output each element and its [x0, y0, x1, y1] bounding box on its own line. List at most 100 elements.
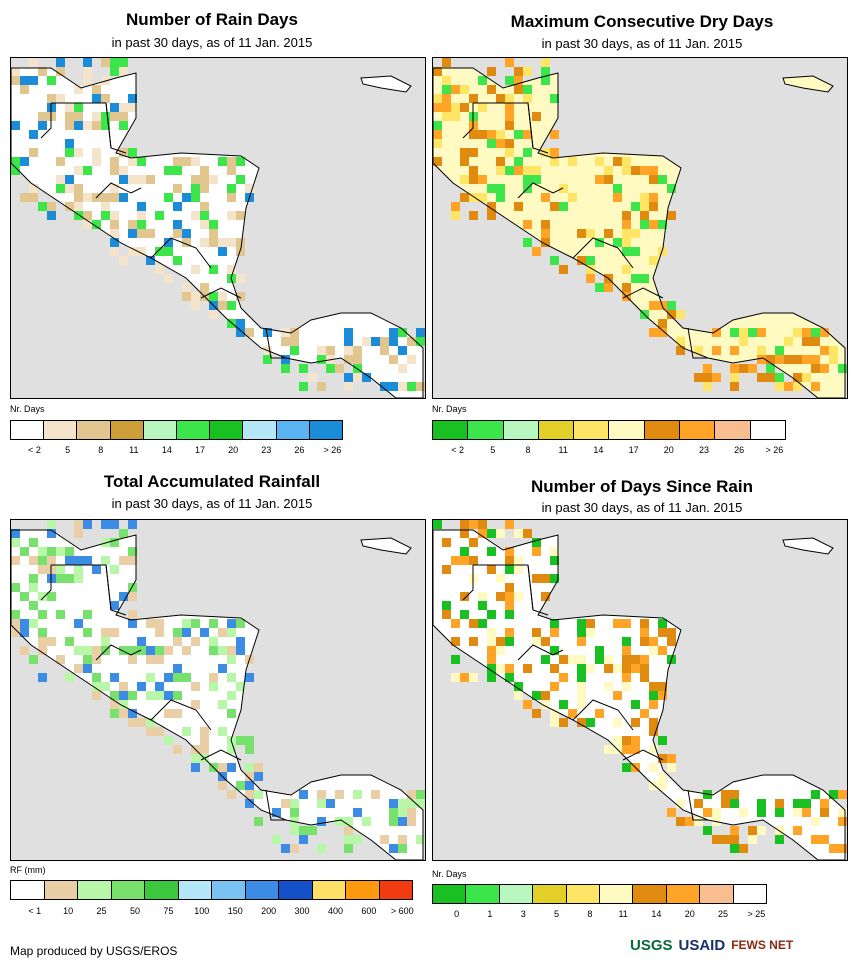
raster-cell [478, 529, 487, 538]
raster-cell [451, 202, 460, 211]
raster-cell [622, 247, 631, 256]
raster-cell [281, 337, 290, 346]
raster-cell [353, 355, 362, 364]
island-area [361, 76, 411, 92]
raster-cell [29, 574, 38, 583]
raster-cell [613, 184, 622, 193]
raster-cell [389, 799, 398, 808]
raster-cell [811, 382, 820, 391]
raster-cell [38, 673, 47, 682]
raster-cell [110, 565, 119, 574]
raster-cell [227, 265, 236, 274]
raster-cell [101, 628, 110, 637]
legend-swatch [279, 881, 313, 899]
legend-swatch [276, 421, 310, 439]
raster-cell [514, 529, 523, 538]
raster-cell [128, 610, 137, 619]
raster-cell [667, 754, 676, 763]
raster-cell [442, 103, 451, 112]
raster-cell [137, 718, 146, 727]
raster-cell [110, 601, 119, 610]
raster-cell [218, 301, 227, 310]
raster-cell [478, 193, 487, 202]
raster-cell [532, 628, 541, 637]
legend-tick-label: 3 [520, 909, 526, 919]
raster-cell [505, 112, 514, 121]
raster-cell [200, 184, 209, 193]
raster-cell [451, 619, 460, 628]
raster-cell [245, 772, 254, 781]
raster-cell [595, 175, 604, 184]
legend-tick-label: 20 [663, 445, 674, 455]
raster-cell [460, 85, 469, 94]
raster-cell [721, 799, 730, 808]
raster-cell [398, 382, 407, 391]
raster-cell [200, 628, 209, 637]
legend-bar [432, 884, 767, 904]
raster-cell [110, 247, 119, 256]
raster-cell [182, 628, 191, 637]
raster-cell [83, 520, 92, 529]
raster-cell [460, 592, 469, 601]
legend-swatch [44, 881, 78, 899]
raster-cell [631, 202, 640, 211]
raster-cell [11, 76, 20, 85]
raster-cell [820, 799, 829, 808]
raster-cell [20, 76, 29, 85]
raster-cell [236, 211, 245, 220]
raster-cell [514, 202, 523, 211]
legend-tick-label: 17 [628, 445, 639, 455]
raster-cell [110, 220, 119, 229]
legend-tick-label: > 600 [390, 906, 414, 916]
raster-cell [478, 76, 487, 85]
raster-cell [29, 619, 38, 628]
raster-cell [227, 790, 236, 799]
raster-cell [128, 220, 137, 229]
raster-cell [335, 364, 344, 373]
raster-cell [532, 691, 541, 700]
raster-cell [757, 328, 766, 337]
legend-tick-label: 11 [618, 909, 628, 919]
raster-cell [200, 727, 209, 736]
raster-cell [739, 337, 748, 346]
raster-cell [586, 619, 595, 628]
raster-cell [730, 844, 739, 853]
raster-cell [586, 664, 595, 673]
raster-cell [640, 220, 649, 229]
raster-cell [649, 637, 658, 646]
raster-cell [263, 355, 272, 364]
raster-cell [433, 520, 442, 529]
raster-cell [65, 103, 74, 112]
raster-cell [20, 592, 29, 601]
raster-cell [398, 346, 407, 355]
raster-cell [74, 148, 83, 157]
raster-cell [227, 619, 236, 628]
raster-cell [442, 601, 451, 610]
raster-cell [451, 103, 460, 112]
raster-cell [649, 175, 658, 184]
raster-cell [649, 745, 658, 754]
raster-cell [496, 184, 505, 193]
raster-cell [721, 835, 730, 844]
raster-cell [29, 193, 38, 202]
raster-cell [47, 211, 56, 220]
raster-cell [47, 76, 56, 85]
raster-cell [299, 382, 308, 391]
raster-cell [200, 211, 209, 220]
raster-cell [380, 835, 389, 844]
raster-cell [460, 103, 469, 112]
country-border [687, 789, 708, 821]
raster-cell [658, 754, 667, 763]
raster-cell [631, 700, 640, 709]
panel-subtitle: in past 30 days, as of 11 Jan. 2015 [541, 500, 743, 515]
raster-cell [191, 763, 200, 772]
raster-cell [496, 94, 505, 103]
legend-tick-label: 5 [554, 909, 560, 919]
legend-swatch [499, 885, 534, 903]
raster-cell [416, 328, 425, 337]
legend-bar [10, 420, 343, 440]
raster-cell [119, 175, 128, 184]
raster-cell [577, 700, 586, 709]
raster-cell [416, 835, 425, 844]
raster-cell [496, 130, 505, 139]
